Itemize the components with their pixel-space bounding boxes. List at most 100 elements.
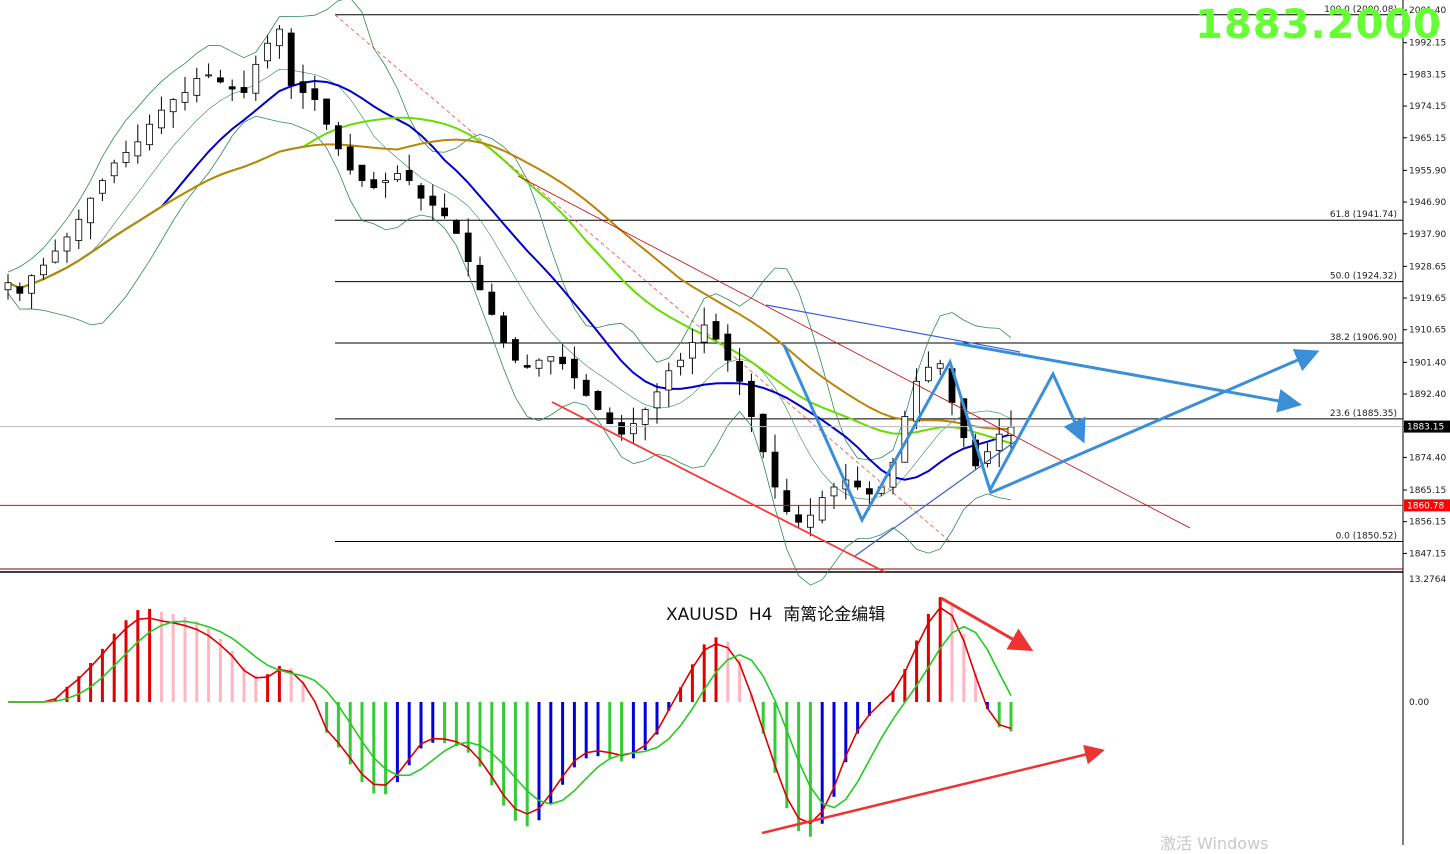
trend-lines (0, 175, 1403, 573)
candle-body (618, 422, 625, 435)
upper-channel-line (517, 175, 1191, 529)
triangle-upper-line (765, 304, 1021, 353)
candle-body (771, 451, 779, 488)
candle-body (358, 164, 366, 181)
price-tick-label: 1910.65 (1409, 326, 1446, 336)
forecast-arrows (782, 341, 1320, 524)
candle-body (134, 141, 142, 157)
candle-body (653, 391, 661, 409)
candle-body (181, 92, 189, 103)
candle-body (665, 370, 673, 391)
candle-body (87, 197, 94, 224)
candle-body (193, 78, 201, 96)
current-price-badge (1404, 420, 1450, 433)
price-tick-label: 1928.65 (1409, 262, 1446, 272)
candle-body (523, 365, 531, 368)
candle-body (984, 451, 991, 464)
author-label: 南篱论金编辑 (783, 605, 886, 625)
fibonacci-levels: 100.0 (2000.08) 61.8 (1941.74) 50.0 (1924.… (334, 5, 1403, 543)
candle-body (287, 32, 295, 86)
candle-body (571, 358, 578, 379)
price-tick-label: 1856.15 (1409, 518, 1446, 528)
bollinger-middle (7, 68, 1012, 500)
candle-body (299, 81, 307, 93)
price-tick-label: 1892.40 (1409, 390, 1446, 400)
candle-body (228, 86, 236, 90)
candle-body (370, 179, 378, 189)
price-tick-label: 1974.15 (1409, 102, 1446, 112)
macd-panel: 13.2764 0.00 (8, 575, 1446, 837)
candle-body (216, 77, 224, 83)
candle-body (382, 180, 390, 183)
windows-watermark: 激活 Windows (1160, 834, 1269, 853)
candle-body (712, 321, 720, 340)
moving-averages (7, 79, 1012, 481)
price-tick-label: 1919.65 (1409, 294, 1446, 304)
candle-body (807, 514, 814, 528)
candle-body (429, 195, 437, 206)
candle-body (547, 356, 555, 362)
price-tick-label: 1847.15 (1409, 549, 1446, 559)
candle-body (582, 379, 590, 396)
candle-body (110, 162, 118, 177)
price-tick-label: 1865.15 (1409, 486, 1446, 496)
candle-body (405, 170, 413, 181)
macd-down-arrow (940, 596, 1034, 651)
fib-label: 38.2 (1906.90) (1330, 333, 1397, 343)
fib-label: 0.0 (1850.52) (1336, 532, 1397, 542)
candle-body (512, 339, 519, 361)
timeframe: H4 (748, 605, 773, 625)
candle-body (63, 236, 71, 252)
candle-body (641, 409, 649, 425)
candle-body (724, 333, 732, 361)
candle-body (995, 433, 1003, 451)
candle-body (122, 152, 130, 163)
candle-body (488, 291, 496, 315)
candle-body (936, 363, 944, 369)
candle-body (4, 282, 12, 291)
triangle-lower-line (854, 437, 1021, 557)
price-tick-label: 1955.90 (1409, 166, 1446, 176)
candle-body (417, 185, 425, 199)
candle-body (559, 356, 566, 365)
candle-body (240, 87, 248, 93)
candle-body (275, 28, 283, 47)
candle-body (16, 286, 24, 294)
symbol: XAUUSD (666, 605, 739, 625)
macd-line (8, 606, 1012, 825)
candle-body (346, 146, 354, 171)
fib-label: 100.0 (2000.08) (1324, 5, 1397, 15)
candle-body (146, 123, 154, 146)
candle-body (925, 366, 932, 382)
forecast-zigzag (782, 344, 1086, 524)
candle-body (323, 98, 331, 125)
ma-brown (7, 138, 1012, 430)
forecast-up-arrow (989, 349, 1320, 495)
ma-blue (7, 79, 1012, 481)
candle-body (311, 88, 319, 100)
candle-body (393, 173, 401, 181)
fib-diagonal (334, 14, 951, 542)
candles (4, 24, 1015, 537)
candle-body (441, 207, 449, 217)
price-tick-label: 1937.90 (1409, 230, 1446, 240)
candle-body (464, 232, 472, 262)
candle-body (866, 488, 873, 495)
price-tick-label: 1874.40 (1409, 453, 1446, 463)
candle-body (157, 109, 165, 129)
candle-body (594, 390, 602, 410)
candle-body (783, 490, 791, 513)
candle-body (28, 275, 36, 294)
symbol-label: XAUUSD H4 南篱论金编辑 (666, 600, 885, 625)
candle-body (205, 74, 213, 77)
macd-top-label: 13.2764 (1409, 575, 1446, 585)
candle-body (830, 486, 838, 497)
current-price-display: 1883.2000 (1195, 2, 1442, 48)
candle-body (169, 99, 177, 113)
price-tick-label: 1965.15 (1409, 134, 1446, 144)
macd-zero-label: 0.00 (1409, 698, 1429, 708)
price-tick-label: 1946.90 (1409, 198, 1446, 208)
fib-label: 61.8 (1941.74) (1330, 210, 1397, 220)
candle-body (535, 359, 543, 369)
